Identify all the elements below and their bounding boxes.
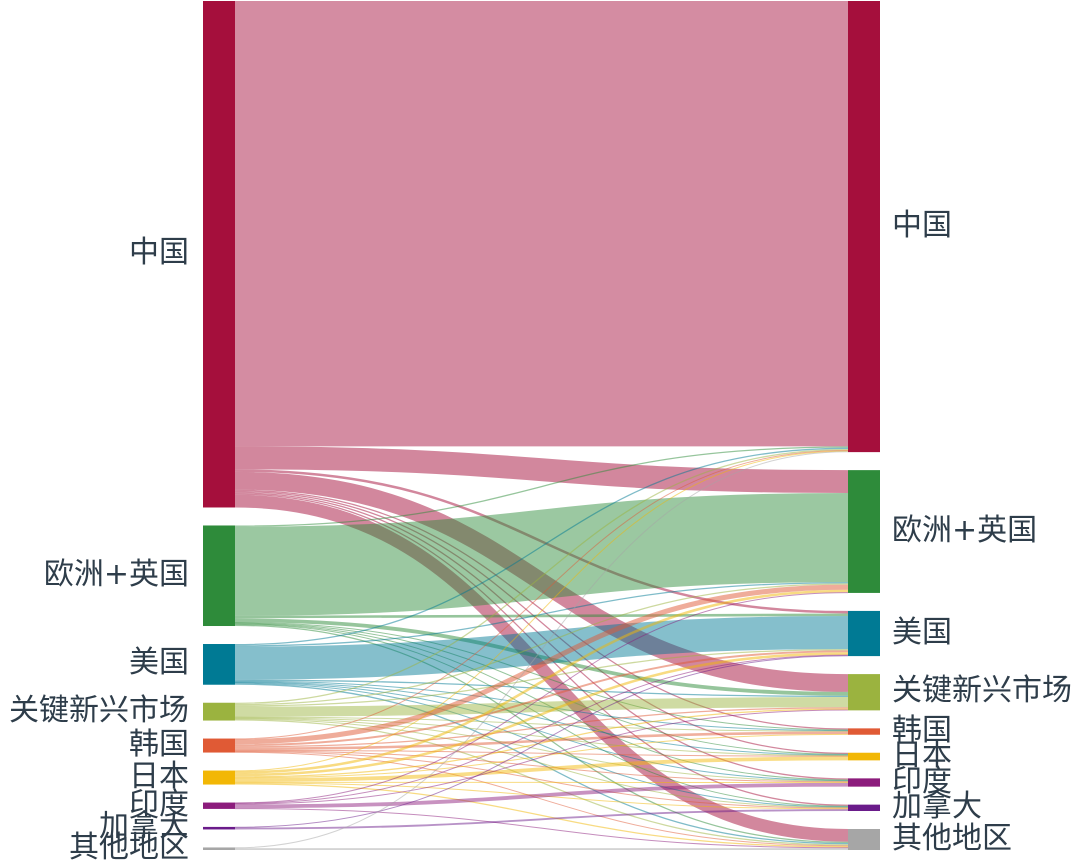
right-label-cn: 中国 — [892, 211, 952, 241]
left-label-eu: 欧洲+英国 — [44, 560, 189, 590]
left-node-cn — [203, 1, 235, 507]
left-node-in — [203, 803, 235, 809]
right-label-em: 关键新兴市场 — [892, 676, 1072, 706]
left-node-em — [203, 703, 235, 721]
right-label-ca: 加拿大 — [892, 792, 982, 822]
right-node-kr — [848, 728, 880, 734]
left-label-em: 关键新兴市场 — [9, 696, 189, 726]
right-node-em — [848, 674, 880, 710]
right-label-us: 美国 — [892, 618, 952, 648]
right-node-ca — [848, 805, 880, 811]
right-node-jp — [848, 753, 880, 761]
left-node-ca — [203, 827, 235, 830]
right-node-us — [848, 611, 880, 656]
right-node-cn — [848, 1, 880, 452]
left-label-kr: 韩国 — [129, 730, 189, 760]
left-label-ot: 其他地区 — [69, 833, 189, 863]
left-node-ot — [203, 847, 235, 850]
left-label-cn: 中国 — [129, 238, 189, 268]
sankey-links — [235, 224, 848, 849]
left-node-kr — [203, 739, 235, 753]
left-node-us — [203, 644, 235, 685]
left-node-eu — [203, 525, 235, 626]
link-eu-to-us — [235, 615, 848, 617]
right-node-ot — [848, 829, 880, 850]
right-label-ot: 其他地区 — [892, 824, 1012, 854]
link-cn-to-eu — [235, 458, 848, 482]
right-node-in — [848, 778, 880, 786]
left-node-jp — [203, 771, 235, 785]
link-eu-to-eu — [235, 538, 848, 572]
left-label-us: 美国 — [129, 648, 189, 678]
right-node-eu — [848, 470, 880, 593]
right-label-eu: 欧洲+英国 — [892, 516, 1037, 546]
